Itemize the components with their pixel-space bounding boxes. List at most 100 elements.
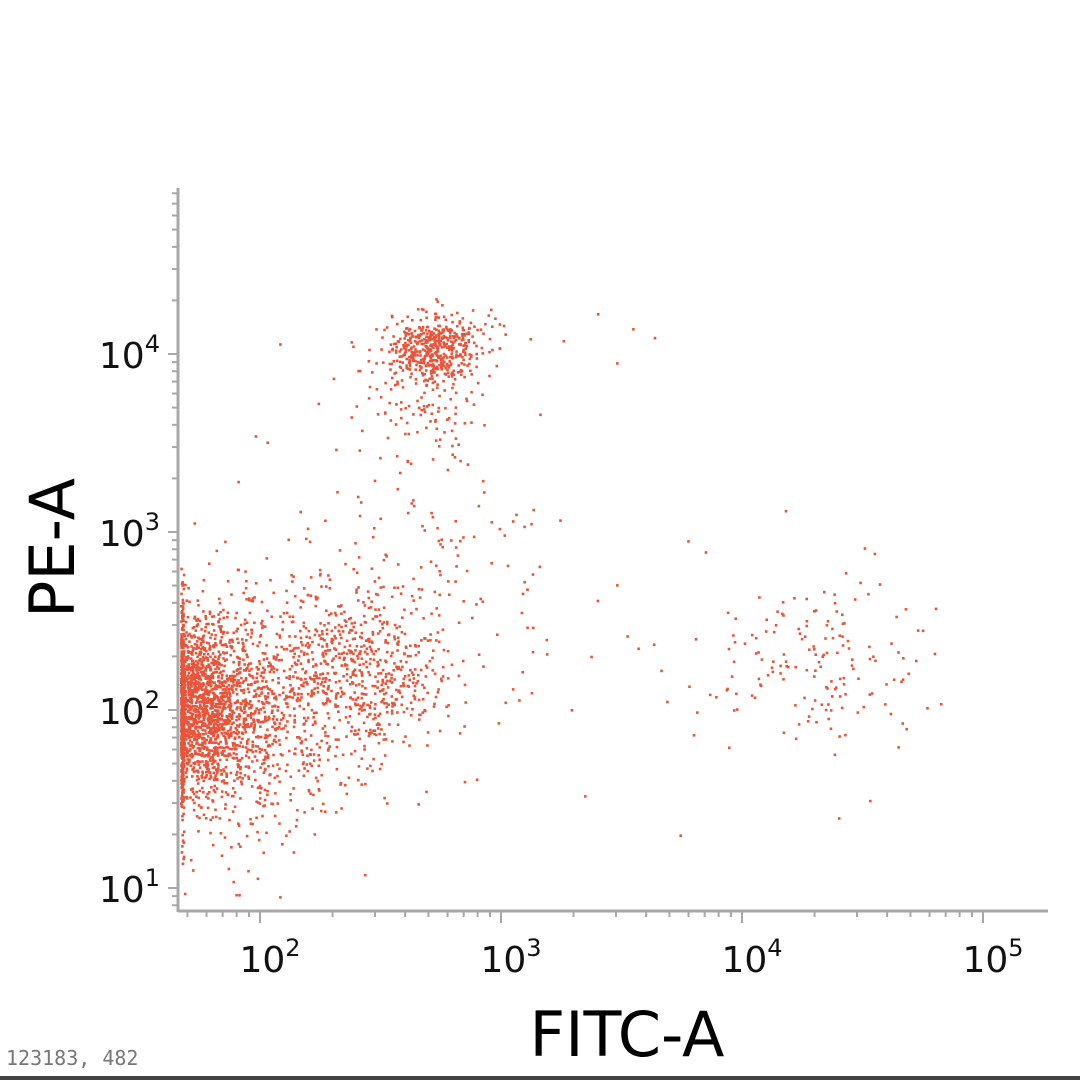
- data-point: [221, 684, 225, 687]
- data-point: [408, 327, 412, 331]
- data-point: [447, 704, 450, 707]
- data-point: [433, 380, 437, 383]
- data-point: [463, 375, 466, 379]
- data-point: [366, 652, 369, 656]
- data-point: [294, 594, 297, 598]
- data-point: [357, 369, 360, 373]
- data-point: [186, 758, 189, 761]
- data-point: [318, 676, 321, 680]
- data-point: [353, 702, 357, 705]
- data-point: [216, 709, 220, 712]
- data-point: [278, 780, 281, 783]
- data-point: [496, 633, 499, 637]
- data-point: [215, 768, 218, 771]
- data-point: [530, 522, 533, 526]
- data-point: [390, 712, 394, 715]
- data-point: [482, 332, 485, 336]
- data-point: [346, 667, 349, 671]
- data-point: [187, 665, 191, 668]
- data-point: [233, 791, 237, 794]
- data-point: [228, 641, 231, 644]
- data-point: [247, 738, 250, 741]
- data-point: [316, 686, 319, 690]
- data-point: [197, 796, 200, 800]
- data-point: [247, 775, 250, 778]
- data-point: [334, 738, 338, 741]
- data-point: [822, 653, 825, 657]
- data-point: [192, 664, 195, 667]
- data-point: [562, 339, 566, 343]
- data-point: [323, 660, 327, 663]
- data-point: [375, 615, 379, 618]
- data-point: [309, 694, 313, 698]
- data-point: [219, 702, 222, 706]
- data-point: [414, 359, 417, 363]
- data-point: [438, 570, 441, 573]
- data-point: [398, 625, 401, 628]
- data-point: [211, 766, 215, 770]
- data-point: [212, 629, 216, 632]
- data-point: [779, 672, 782, 675]
- data-point: [299, 662, 303, 665]
- data-point: [359, 623, 363, 627]
- data-point: [897, 746, 900, 749]
- data-point: [260, 692, 263, 695]
- data-point: [403, 632, 407, 636]
- data-point: [200, 706, 203, 709]
- data-point: [451, 343, 454, 347]
- data-point: [215, 771, 219, 775]
- data-point: [253, 770, 256, 773]
- data-point: [261, 626, 264, 630]
- data-point: [289, 799, 292, 802]
- data-point: [220, 772, 223, 776]
- data-point: [423, 529, 427, 532]
- data-point: [391, 348, 394, 352]
- data-point: [254, 582, 258, 585]
- data-point: [214, 667, 217, 671]
- data-point: [205, 704, 209, 708]
- data-point: [237, 480, 240, 484]
- data-point: [414, 382, 418, 385]
- data-point: [394, 423, 398, 426]
- data-point: [230, 677, 234, 681]
- data-point: [233, 683, 236, 687]
- data-point: [209, 818, 212, 822]
- data-point: [386, 641, 390, 645]
- data-point: [192, 770, 196, 774]
- data-point: [205, 665, 209, 668]
- data-point: [193, 615, 197, 619]
- data-point: [407, 404, 411, 408]
- data-point: [376, 664, 379, 668]
- data-point: [207, 731, 211, 734]
- data-point: [687, 540, 690, 543]
- data-point: [396, 586, 400, 590]
- data-point: [293, 718, 296, 722]
- data-point: [282, 727, 285, 730]
- data-point: [223, 702, 227, 706]
- data-point: [394, 342, 398, 345]
- data-point: [476, 328, 479, 332]
- data-point: [235, 630, 238, 633]
- data-point: [219, 641, 222, 645]
- tick-base: 10: [480, 940, 526, 981]
- data-point: [355, 591, 358, 594]
- data-point: [495, 364, 499, 368]
- data-point: [253, 755, 257, 758]
- data-point: [245, 621, 249, 624]
- data-point: [299, 606, 302, 609]
- data-point: [284, 702, 288, 705]
- data-point: [245, 598, 248, 601]
- data-point: [286, 730, 289, 734]
- data-point: [243, 725, 247, 729]
- data-point: [225, 692, 229, 695]
- data-point: [451, 453, 454, 456]
- data-point: [243, 774, 247, 777]
- data-point: [182, 755, 186, 758]
- data-point: [776, 610, 779, 613]
- data-point: [231, 674, 235, 678]
- data-point: [357, 586, 360, 589]
- data-point: [302, 681, 306, 685]
- data-point: [210, 749, 213, 752]
- data-point: [224, 732, 228, 735]
- data-point: [380, 700, 383, 704]
